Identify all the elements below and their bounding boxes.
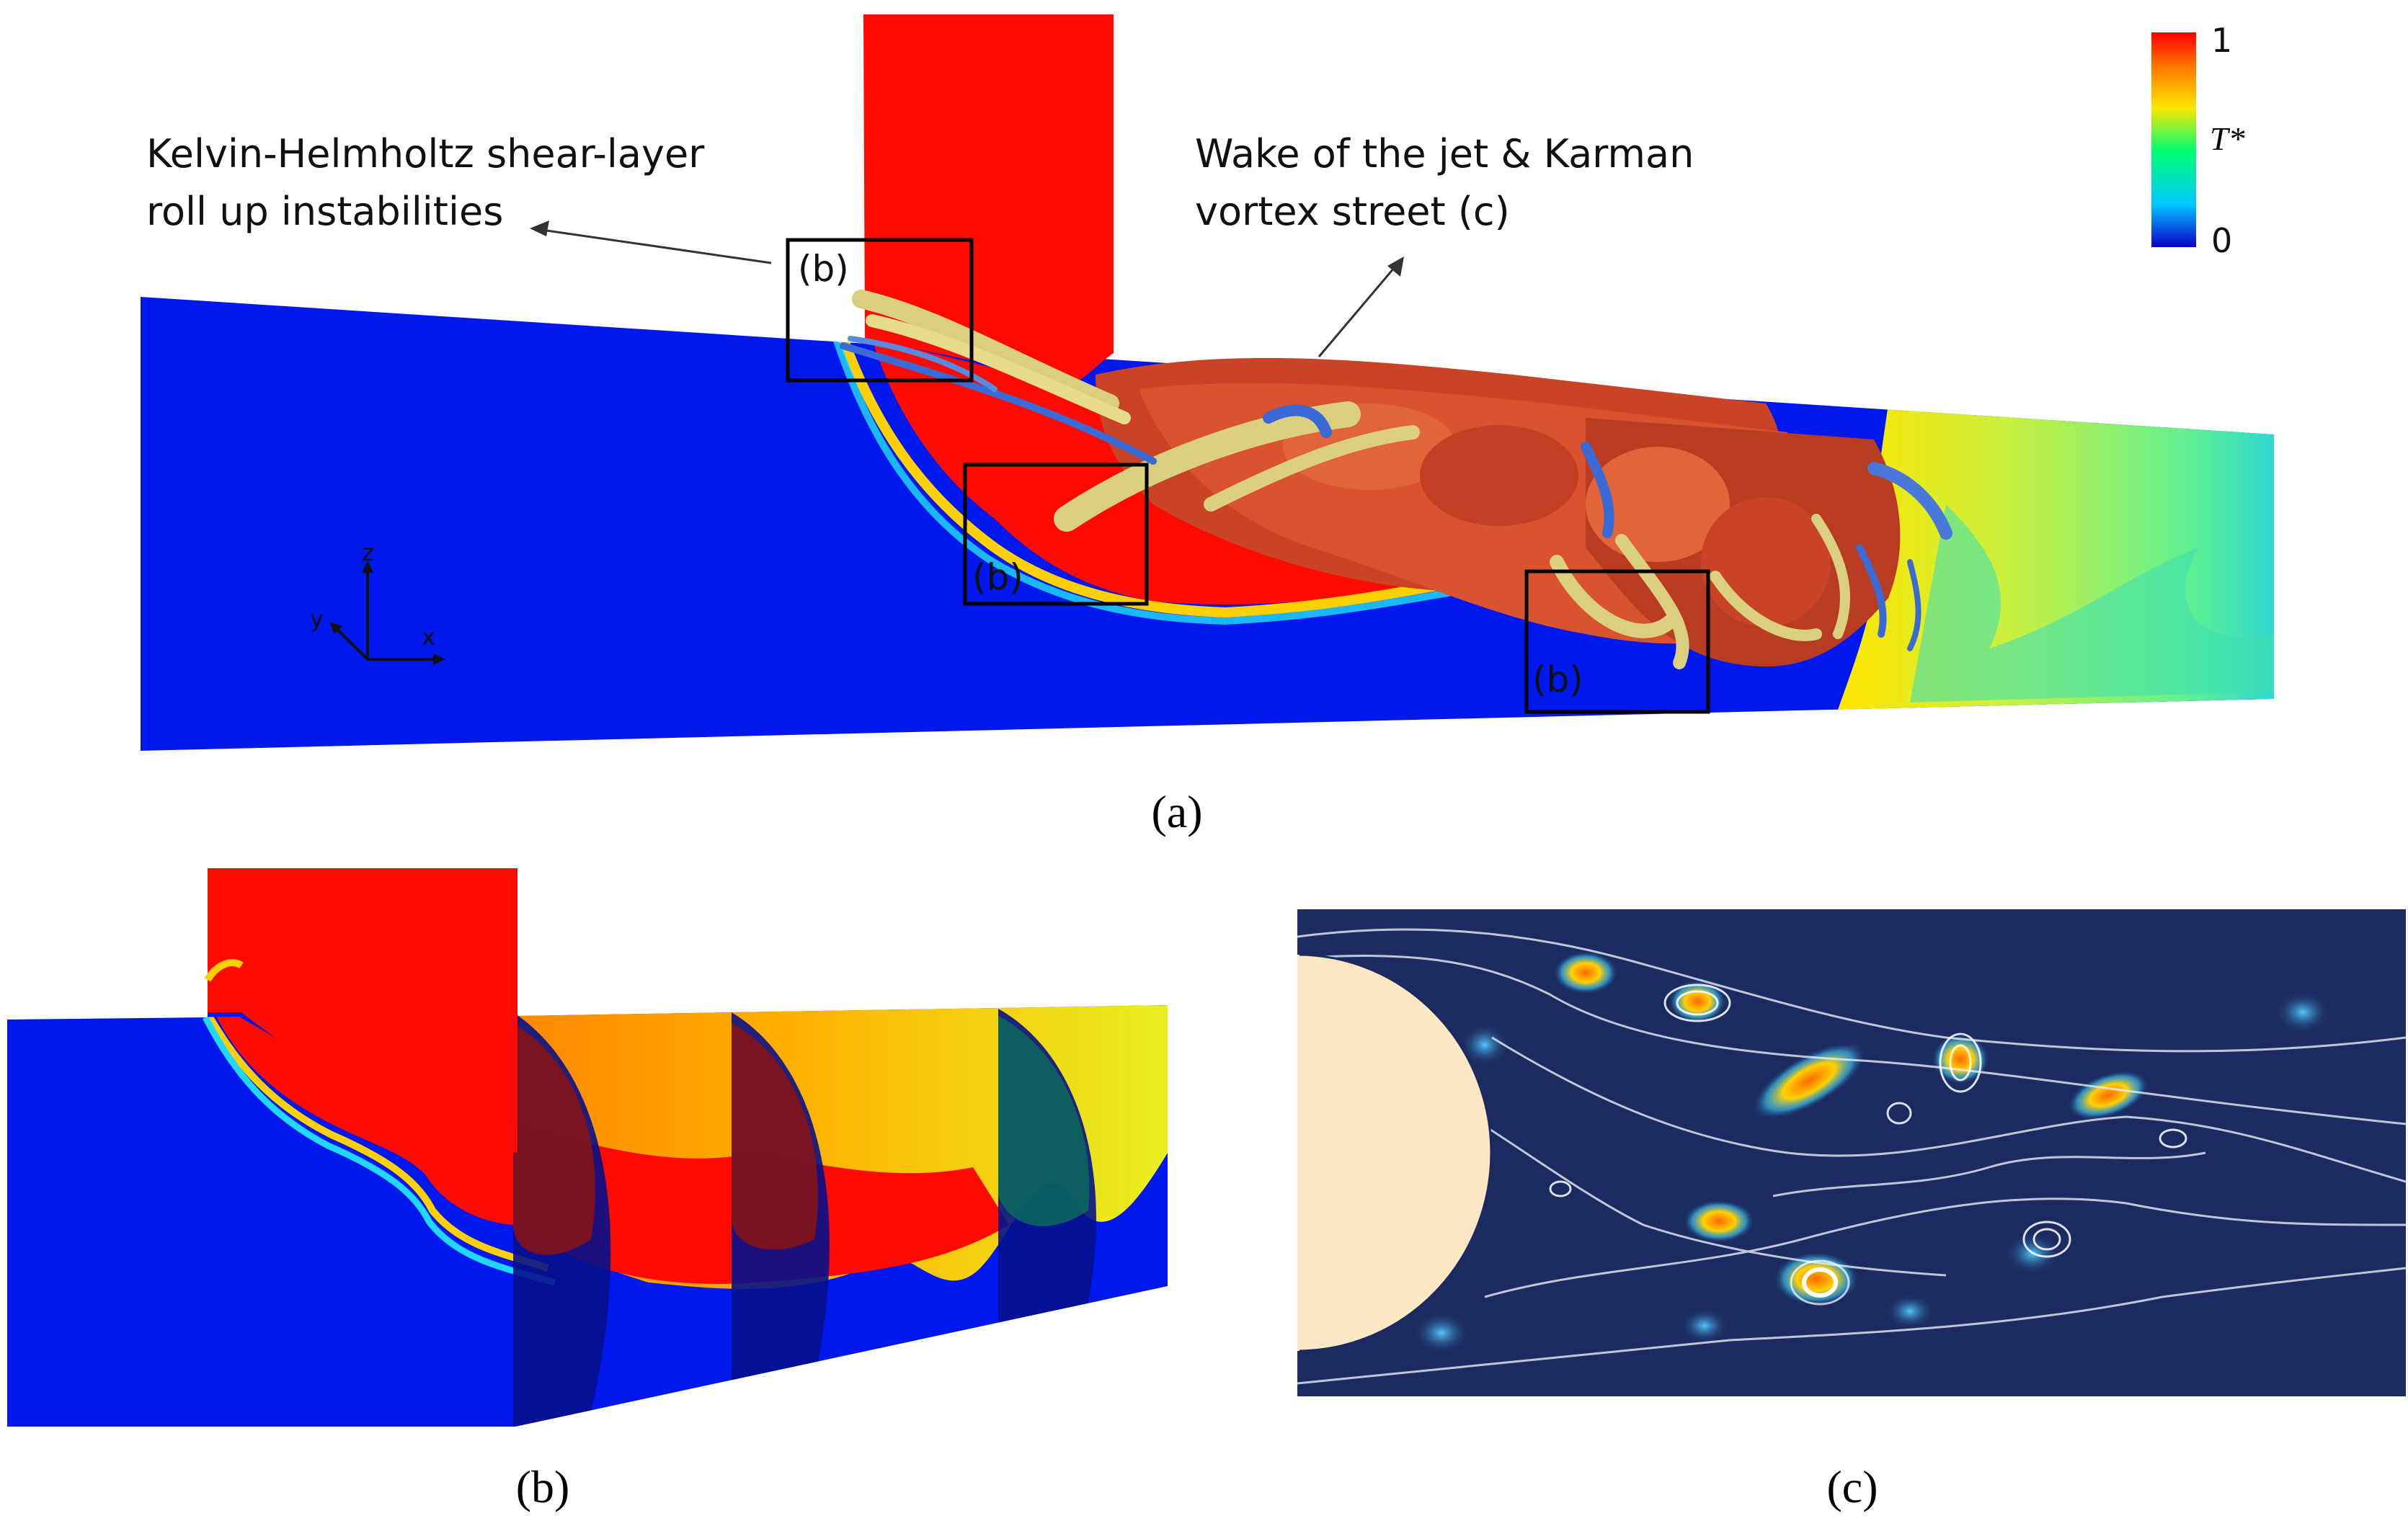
panel-c-vortices	[1549, 983, 2187, 1258]
colorbar-variable-label: T*	[2210, 120, 2245, 157]
axis-label-x: x	[422, 623, 435, 651]
panel-b-jet-column	[208, 868, 517, 1153]
panel-c-label: (c)	[1826, 1461, 1878, 1512]
panel-a-arrow-wake	[1318, 262, 1400, 357]
panel-a-box-b-2-label: (b)	[972, 556, 1023, 598]
panel-c-cylinder	[1297, 953, 1493, 1352]
axis-label-y: y	[310, 605, 324, 633]
panel-b: (b)	[7, 868, 1168, 1512]
panel-c: (c)	[1297, 909, 2406, 1512]
panel-a-box-b-2	[963, 463, 1149, 606]
panel-a-jet-column	[863, 14, 1114, 382]
panel-a-box-b-1-label: (b)	[798, 248, 849, 290]
panel-a-label: (a)	[1151, 786, 1202, 837]
panel-a-box-b-3-label: (b)	[1532, 659, 1583, 700]
colorbar-gradient	[2151, 32, 2196, 247]
panel-a-axes-triad: z x y	[310, 539, 445, 665]
panel-a-annotation-wake-line1: Wake of the jet & Karman	[1195, 131, 1694, 177]
panel-a-annotation-wake-line2: vortex street (c)	[1195, 189, 1510, 234]
panel-c-streamlines	[1297, 928, 2406, 1385]
panel-a-vortex-structures	[840, 290, 1952, 669]
panel-b-label: (b)	[516, 1461, 570, 1512]
colorbar-max-label: 1	[2211, 21, 2232, 60]
panel-a-arrow-kh	[536, 228, 772, 264]
panel-a-arrowhead-kh	[530, 220, 549, 236]
axis-label-z: z	[362, 539, 374, 566]
panel-a-box-b-1	[786, 238, 974, 383]
colorbar-min-label: 0	[2211, 221, 2232, 260]
panel-a-annotation-kh-line2: roll up instabilities	[146, 189, 503, 234]
panel-a-annotation-kh-line1: Kelvin-Helmholtz shear-layer	[146, 131, 705, 177]
panel-a-arrowhead-wake	[1387, 257, 1404, 277]
panel-c-bright-vortex	[1802, 1267, 1838, 1298]
panel-a-box-b-3	[1524, 569, 1710, 714]
panel-a: (b) (b) (b) Kelvin-Helmholtz shear-layer…	[141, 14, 2274, 837]
panel-a-colorbar: 1 0 T*	[2151, 21, 2245, 260]
